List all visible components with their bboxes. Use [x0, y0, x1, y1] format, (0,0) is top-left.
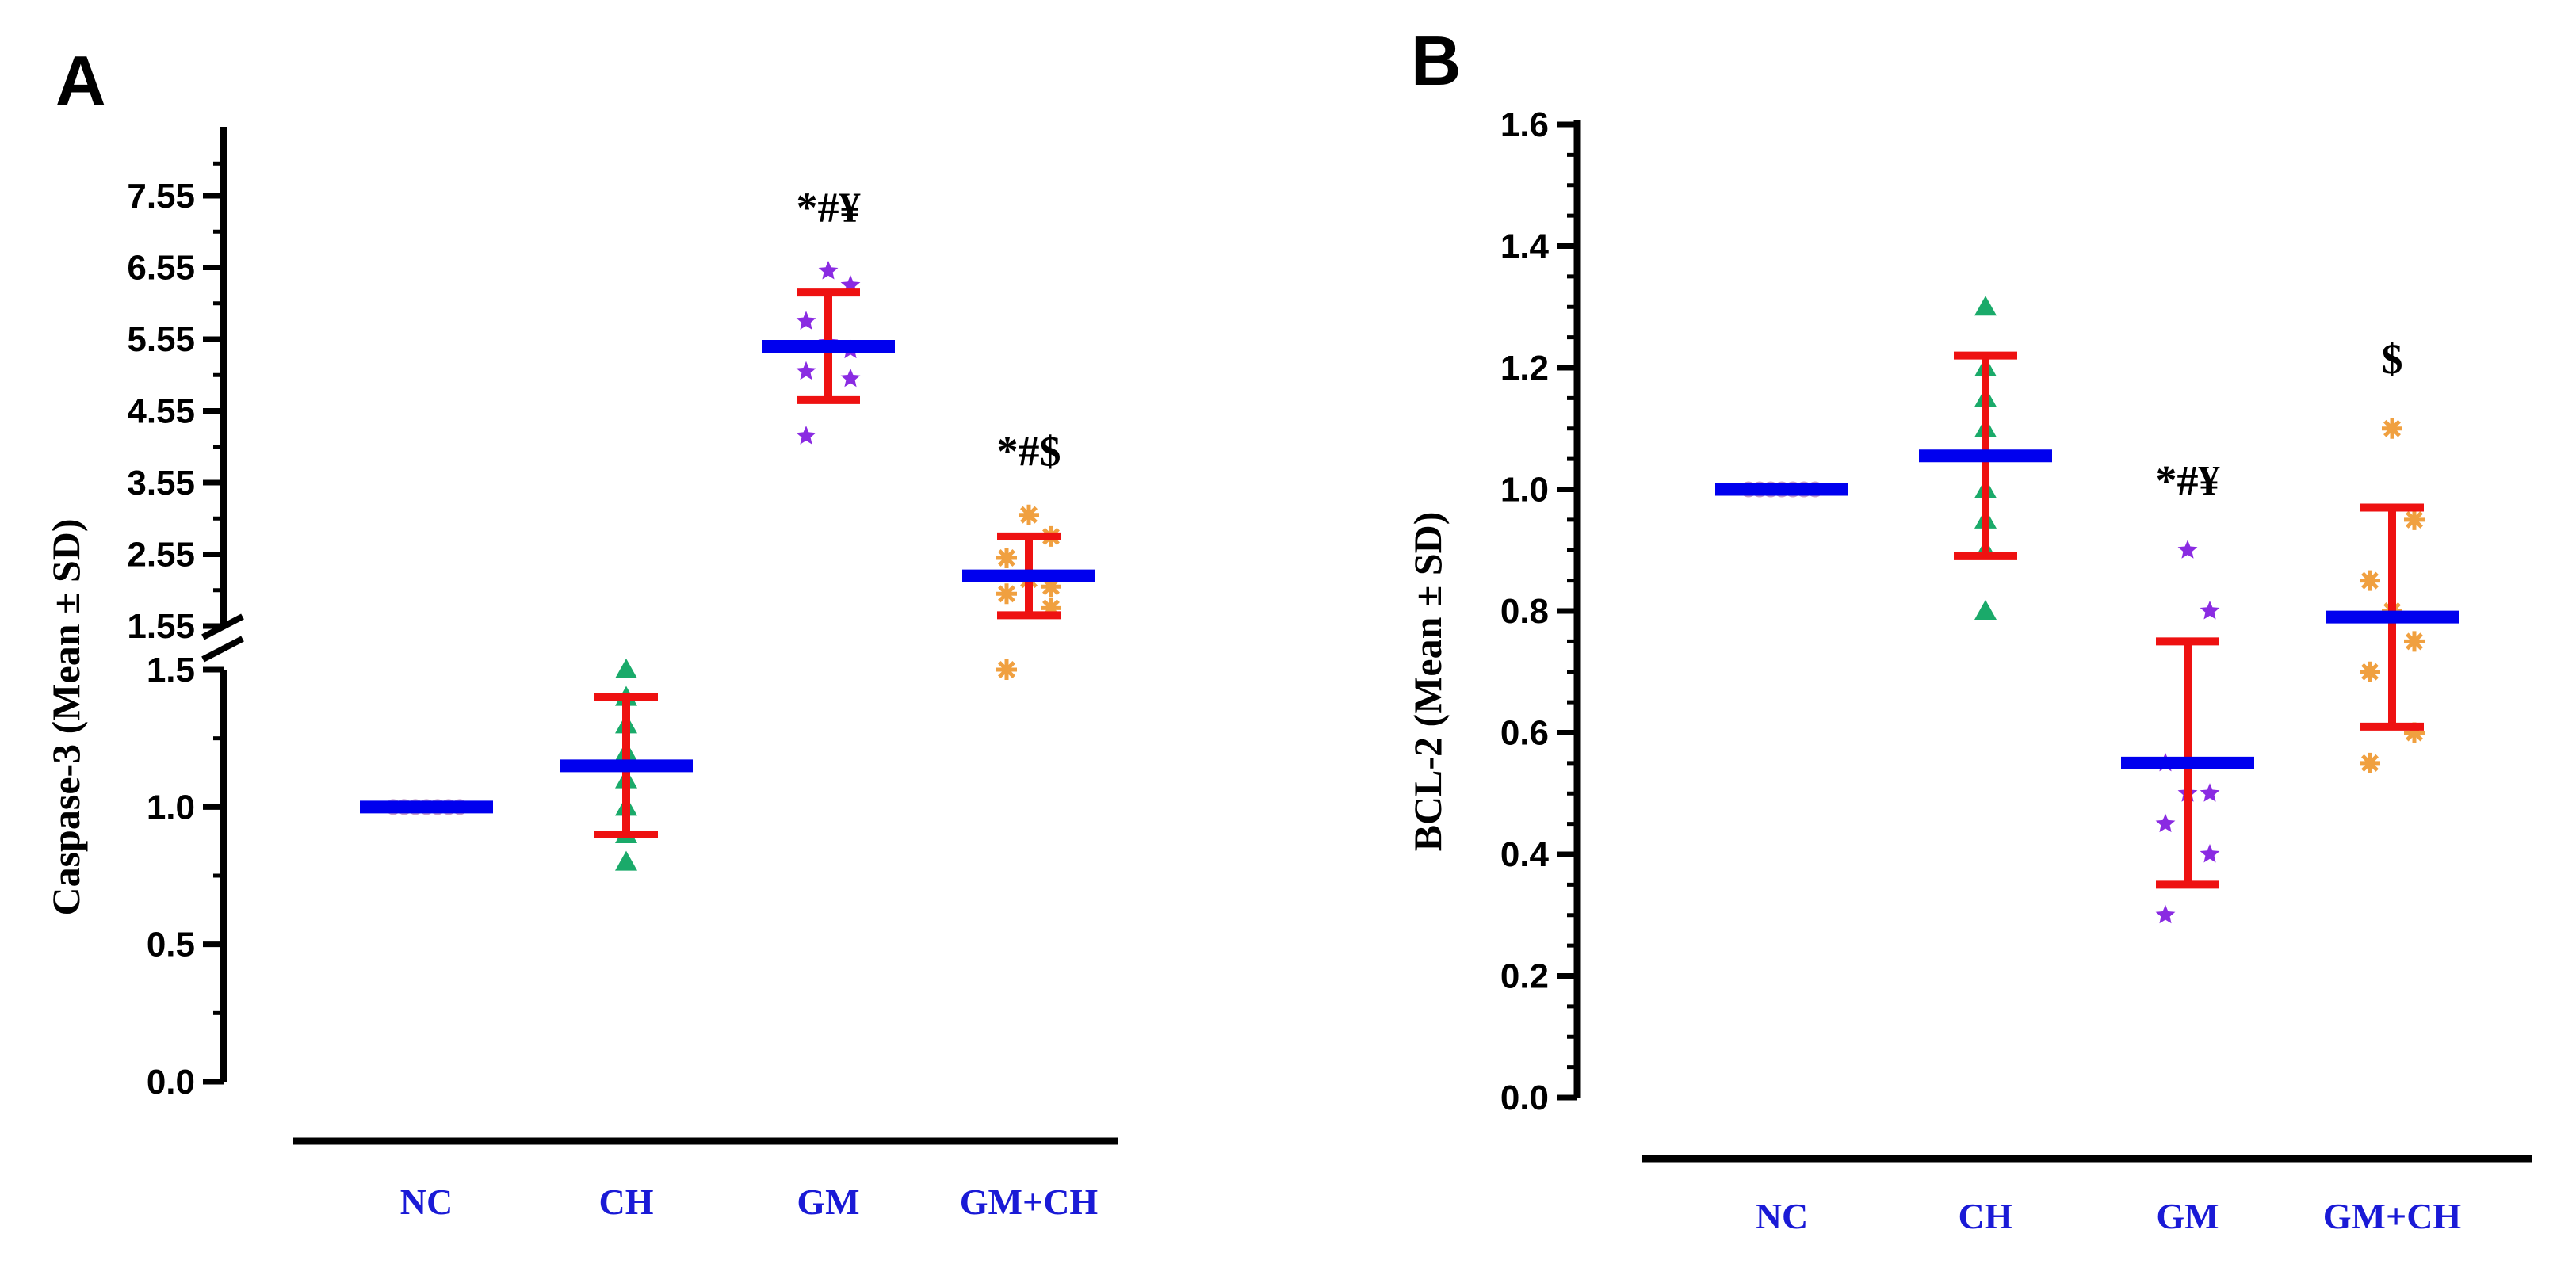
y-tick-label: 1.0 [1500, 471, 1549, 510]
data-point-gm [2200, 783, 2220, 802]
data-point-gm [2200, 844, 2220, 863]
axis-break-mark-0 [201, 636, 244, 663]
x-tick-label-nc: NC [400, 1182, 453, 1222]
data-point-gm-ch [2360, 570, 2380, 591]
panel-b: B BCL-2 (Mean ± SD) 0.0 0.2 0.4 0.6 0.8 1.0 1.… [1405, 21, 2532, 1236]
panel-b-error-bars [1715, 351, 2459, 889]
y-tick-label: 0.5 [147, 926, 195, 964]
panel-a: A Caspase-3 (Mean ± SD) 0.0 0.5 1.0 1.5 1.55… [44, 41, 1118, 1222]
y-tick-label: 1.4 [1500, 227, 1550, 266]
x-tick-label-gm: GM [797, 1182, 859, 1222]
x-tick-label-gm-ch: GM+CH [2323, 1196, 2462, 1236]
panel-a-y-axis-label: Caspase-3 (Mean ± SD) [44, 518, 88, 915]
data-point-gm-ch [996, 548, 1017, 568]
significance-annotation-gm: *#¥ [2156, 456, 2220, 504]
y-tick-label: 0.6 [1500, 714, 1549, 753]
panel-b-y-axis-label: BCL-2 (Mean ± SD) [1405, 512, 1450, 852]
panel-a-error-bars [360, 288, 1095, 838]
x-tick-label-gm: GM [2156, 1196, 2219, 1236]
data-point-ch [1974, 296, 1997, 316]
data-point-gm [818, 261, 839, 280]
x-tick-label-gm-ch: GM+CH [960, 1182, 1099, 1222]
y-tick-label: 2.55 [127, 536, 195, 575]
data-point-gm-ch [1041, 576, 1061, 598]
data-point-gm-ch [996, 583, 1017, 605]
data-point-gm-ch [2404, 509, 2425, 530]
y-tick-label: 1.55 [127, 607, 195, 646]
data-point-gm [2200, 601, 2220, 620]
data-point-gm [2155, 904, 2176, 924]
significance-annotation-gm-ch: *#$ [997, 428, 1061, 475]
panel-b-annotations: *#¥ $ [2156, 335, 2403, 505]
panel-b-data-points [1741, 296, 2425, 924]
panel-a-annotations: *#¥ *#$ [797, 184, 1061, 475]
data-point-gm-ch [996, 659, 1017, 680]
panel-a-x-tick-labels: NC CH GM GM+CH [400, 1182, 1099, 1222]
data-point-gm-ch [2360, 661, 2380, 682]
panel-b-letter: B [1411, 21, 1462, 100]
data-point-gm-ch [2404, 631, 2425, 652]
y-tick-label: 0.2 [1500, 957, 1549, 996]
data-point-gm [840, 368, 861, 388]
data-point-gm-ch [1019, 504, 1039, 525]
significance-annotation-gm: *#¥ [797, 184, 861, 231]
y-tick-label: 1.6 [1500, 105, 1549, 144]
data-point-gm-ch [1041, 598, 1061, 619]
panel-a-letter: A [55, 41, 106, 120]
data-point-gm [796, 311, 816, 330]
y-tick-label: 1.0 [147, 788, 195, 827]
y-tick-label: 0.0 [1500, 1079, 1549, 1117]
y-tick-label: 0.8 [1500, 592, 1549, 631]
data-point-ch [615, 659, 637, 678]
y-tick-label: 5.55 [127, 320, 195, 359]
x-tick-label-nc: NC [1756, 1196, 1808, 1236]
y-tick-label: 4.55 [127, 392, 195, 431]
panel-b-y-ticks: 0.0 0.2 0.4 0.6 0.8 1.0 1.2 1.4 1.6 [1500, 105, 1577, 1117]
x-tick-label-ch: CH [599, 1182, 654, 1222]
data-point-gm-ch [2382, 418, 2402, 439]
y-tick-label: 7.55 [127, 177, 195, 216]
y-tick-label: 1.5 [147, 651, 195, 689]
panel-a-data-points [385, 261, 1061, 871]
y-tick-label: 0.4 [1500, 835, 1550, 874]
panel-a-y-ticks: 0.0 0.5 1.0 1.5 1.55 2.55 3.55 4.55 5.55 6.55 7.55 [127, 161, 224, 1102]
panel-b-x-tick-labels: NC CH GM GM+CH [1756, 1196, 2462, 1236]
data-point-gm-ch [2360, 752, 2380, 773]
data-point-ch [1974, 600, 1997, 620]
data-point-gm [796, 361, 816, 380]
data-point-gm [2155, 813, 2176, 833]
data-point-gm-ch [2404, 722, 2425, 743]
data-point-ch [615, 850, 637, 871]
significance-annotation-gm-ch: $ [2382, 335, 2403, 383]
y-tick-label: 3.55 [127, 464, 195, 502]
y-tick-label: 1.2 [1500, 349, 1549, 388]
y-tick-label: 0.0 [147, 1063, 195, 1102]
data-point-gm [796, 426, 816, 445]
x-tick-label-ch: CH [1959, 1196, 2013, 1236]
y-tick-label: 6.55 [127, 249, 195, 288]
data-point-gm [2177, 540, 2198, 559]
